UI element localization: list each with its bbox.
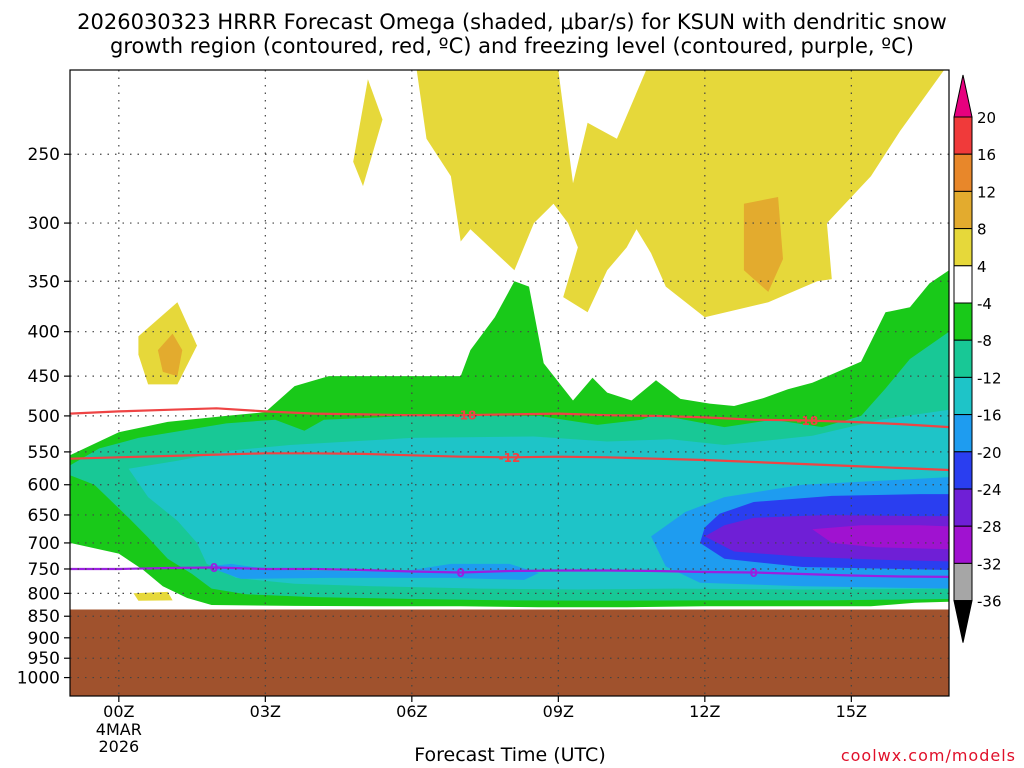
omega-fill-layer [70,70,949,608]
colorbar-label-2: 12 [977,183,996,201]
contour-label--18-1: -18 [797,414,819,428]
colorbar-bin-7 [953,339,973,378]
colorbar-bin-3 [953,190,973,230]
y-tick-label-600: 600 [28,476,60,496]
dgz-contour--18 [70,407,949,429]
y-tick-label-950: 950 [28,649,60,669]
omega-region-9 [206,563,539,580]
y-tick-label-700: 700 [28,534,60,554]
x-tick-label-15Z: 15Z [836,702,867,721]
x-tick-label-00Z: 00Z [103,702,134,721]
omega-region-1 [353,79,383,187]
colorbar-bin-2 [953,153,973,192]
x-tick-label-09Z: 09Z [543,702,574,721]
plot-frame [69,69,950,697]
x-tick-label-06Z: 06Z [396,702,427,721]
colorbar-label-7: -12 [977,369,1002,387]
y-tick-label-450: 450 [28,367,60,387]
credit-text: coolwx.com/models [840,746,1016,765]
omega-region-5 [157,333,183,377]
plot-area: -18 -18 -12 0 0 0 [69,69,950,697]
colorbar-label-9: -20 [977,444,1002,462]
contour-label--18-0: -18 [455,409,477,423]
x-date-label-1: 2026 [98,737,139,756]
colorbar-bin-9 [953,414,973,453]
colorbar-bin-4 [953,228,973,267]
chart-title-line-2: growth region (contoured, red, ºC) and f… [110,34,914,58]
colorbar-bin-8 [953,376,973,416]
colorbar: 20 16 12 8 4 -4 -8 -12 -16 -20 -24 -28 -32 -36 [953,74,1002,643]
y-tick-label-650: 650 [28,506,60,526]
y-tick-label-550: 550 [28,443,60,463]
omega-region-4 [743,197,783,292]
colorbar-label-10: -24 [977,481,1002,499]
chart-title-line-1: 2026030323 HRRR Forecast Omega (shaded, … [77,10,947,34]
contour-label--12-0: -12 [499,451,521,465]
colorbar-label-5: -4 [977,295,992,313]
y-tick-label-750: 750 [28,560,60,580]
x-axis-title: Forecast Time (UTC) [414,744,606,766]
x-tick-label-12Z: 12Z [689,702,720,721]
colorbar-label-13: -36 [977,593,1002,611]
contour-label-0-1: 0 [456,566,464,580]
colorbar-bin-12 [953,525,973,564]
colorbar-label-6: -8 [977,332,992,350]
colorbar-label-4: 4 [977,258,987,276]
colorbar-bin-13 [953,562,973,602]
freezing-level-contour-0 [70,566,949,578]
colorbar-top-arrow [953,74,973,118]
y-tick-label-850: 850 [28,607,60,627]
colorbar-label-0: 20 [977,109,996,127]
x-tick-label-03Z: 03Z [250,702,281,721]
colorbar-label-1: 16 [977,146,996,164]
y-axis: 2503003504004505005506006507007508008509… [17,145,70,689]
colorbar-bin-11 [953,488,973,527]
y-tick-label-800: 800 [28,584,60,604]
colorbar-bin-10 [953,451,973,490]
dgz-contour--12 [70,452,949,472]
colorbar-bin-1 [953,116,973,155]
y-tick-label-250: 250 [28,145,60,165]
omega-region-13 [812,525,949,550]
ground-below-surface [70,609,949,696]
y-tick-label-1000: 1000 [17,669,60,689]
y-tick-label-350: 350 [28,272,60,292]
y-tick-label-400: 400 [28,323,60,343]
ground-layer [70,609,949,696]
y-tick-label-500: 500 [28,407,60,427]
omega-region-3 [133,591,173,601]
colorbar-label-8: -16 [977,407,1002,425]
colorbar-label-12: -32 [977,555,1002,573]
x-date-label-0: 4MAR [96,720,142,739]
colorbar-bin-6 [953,302,973,341]
colorbar-bin-5 [953,265,973,304]
omega-region-0 [416,70,945,318]
contour-layer: -18 -18 -12 0 0 0 [70,407,949,580]
y-tick-label-300: 300 [28,214,60,234]
colorbar-label-3: 8 [977,221,987,239]
contour-label-0-0: 0 [210,561,218,575]
colorbar-label-11: -28 [977,518,1002,536]
y-tick-label-900: 900 [28,629,60,649]
contour-label-0-2: 0 [749,566,757,580]
colorbar-bottom-arrow [953,600,973,643]
